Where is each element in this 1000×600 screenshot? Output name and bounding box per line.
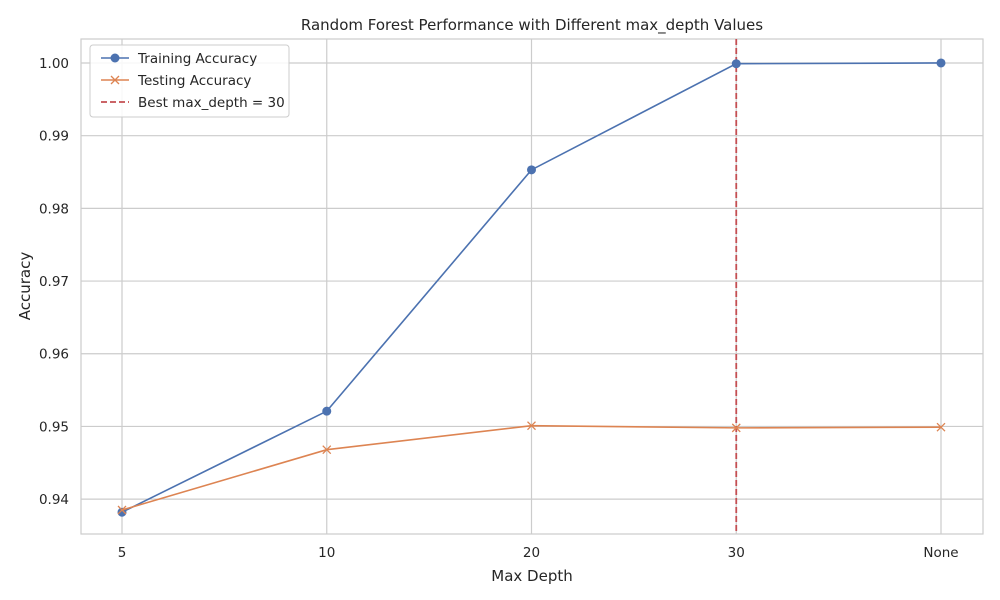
x-tick-label: 20 — [523, 545, 540, 561]
y-tick-label: 0.99 — [39, 129, 69, 145]
legend-marker-training — [110, 53, 120, 63]
y-tick-label: 1.00 — [39, 56, 69, 72]
x-tick-label: 5 — [118, 545, 127, 561]
testing-accuracy-point — [936, 422, 946, 432]
x-tick-label: 10 — [318, 545, 335, 561]
y-tick-label: 0.97 — [39, 274, 69, 290]
legend-marker-testing — [110, 75, 120, 85]
legend-label-best: Best max_depth = 30 — [138, 95, 285, 111]
legend: Training Accuracy Testing Accuracy Best … — [89, 44, 290, 118]
y-tick-labels: 0.94 0.95 0.96 0.97 0.98 0.99 1.00 — [39, 56, 69, 508]
training-accuracy-point — [936, 58, 946, 68]
testing-accuracy-point — [527, 421, 536, 431]
chart-title: Random Forest Performance with Different… — [301, 16, 763, 35]
testing-accuracy-point — [322, 445, 332, 455]
y-tick-label: 0.95 — [39, 419, 69, 435]
x-tick-label: None — [923, 545, 958, 561]
y-tick-label: 0.98 — [39, 201, 69, 217]
legend-label-training: Training Accuracy — [137, 51, 257, 67]
plot-frame — [80, 38, 984, 535]
series-layer — [117, 58, 946, 517]
x-tick-labels: 5 10 20 30 None — [118, 545, 959, 561]
training-accuracy-point — [731, 59, 741, 69]
x-axis-label: Max Depth — [491, 567, 572, 585]
testing-accuracy-point — [117, 505, 127, 515]
legend-label-testing: Testing Accuracy — [137, 73, 251, 89]
testing-accuracy-point — [731, 423, 741, 433]
training-accuracy-point — [322, 406, 332, 416]
y-tick-label: 0.94 — [39, 492, 69, 508]
training-accuracy-point — [527, 165, 536, 175]
grid — [81, 39, 983, 534]
y-tick-label: 0.96 — [39, 347, 69, 363]
y-axis-label: Accuracy — [16, 252, 34, 321]
x-tick-label: 30 — [728, 545, 745, 561]
legend-box — [89, 44, 290, 118]
